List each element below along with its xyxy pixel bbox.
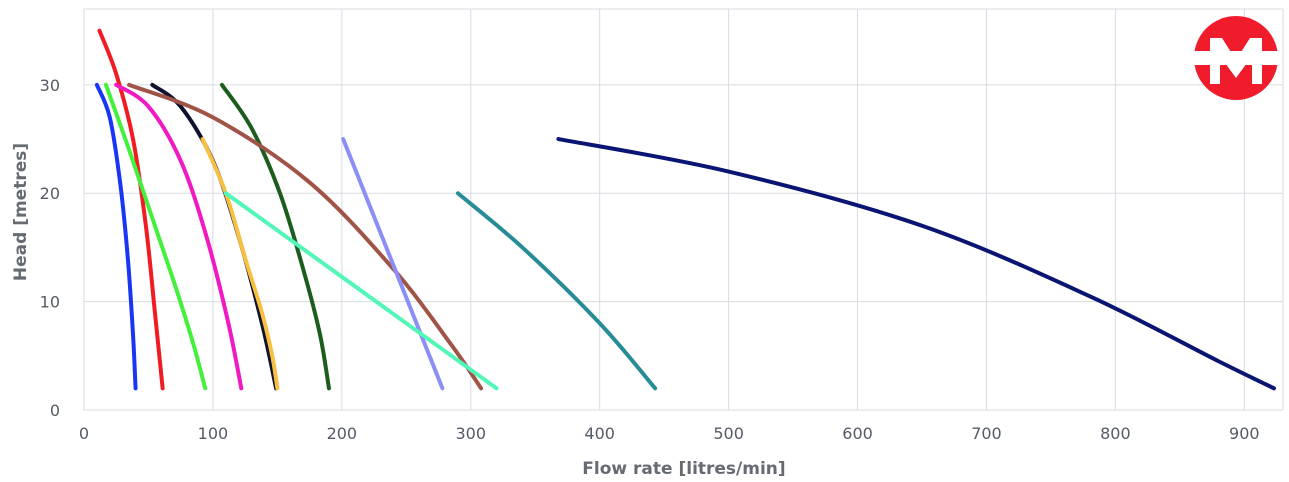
series-line-10	[223, 191, 499, 391]
series-line-3	[103, 82, 208, 391]
y-axis-title: Head [metres]	[11, 143, 31, 281]
grid	[83, 8, 1284, 411]
series-line-11	[455, 191, 658, 391]
series-line-7	[219, 82, 331, 391]
x-tick-label: 800	[1100, 424, 1131, 443]
x-tick-label: 200	[327, 424, 358, 443]
x-tick-label: 700	[971, 424, 1002, 443]
series-line-4	[114, 82, 244, 391]
x-tick-label: 100	[198, 424, 229, 443]
y-tick-label: 10	[40, 293, 60, 312]
brand-logo	[1194, 16, 1278, 100]
series-line-6	[200, 137, 280, 391]
x-tick-label: 500	[713, 424, 744, 443]
y-axis-tick-labels: 0 10 20 30	[40, 76, 60, 420]
y-tick-label: 20	[40, 184, 60, 203]
y-tick-label: 0	[50, 401, 60, 420]
x-tick-label: 0	[79, 424, 89, 443]
brand-logo-m-mark	[1210, 38, 1262, 84]
y-tick-label: 30	[40, 76, 60, 95]
series-group	[94, 28, 1276, 391]
series-line-12	[556, 137, 1276, 391]
x-tick-label: 400	[584, 424, 615, 443]
x-tick-label: 600	[842, 424, 873, 443]
x-tick-label: 300	[456, 424, 487, 443]
series-line-5	[150, 82, 279, 391]
x-axis-tick-labels: 0 100 200 300 400 500 600 700 800 900	[79, 424, 1260, 443]
series-line-1	[94, 82, 138, 391]
series-line-8	[127, 82, 484, 391]
x-axis-title: Flow rate [litres/min]	[582, 459, 785, 479]
x-tick-label: 900	[1229, 424, 1260, 443]
series-line-9	[341, 137, 445, 391]
